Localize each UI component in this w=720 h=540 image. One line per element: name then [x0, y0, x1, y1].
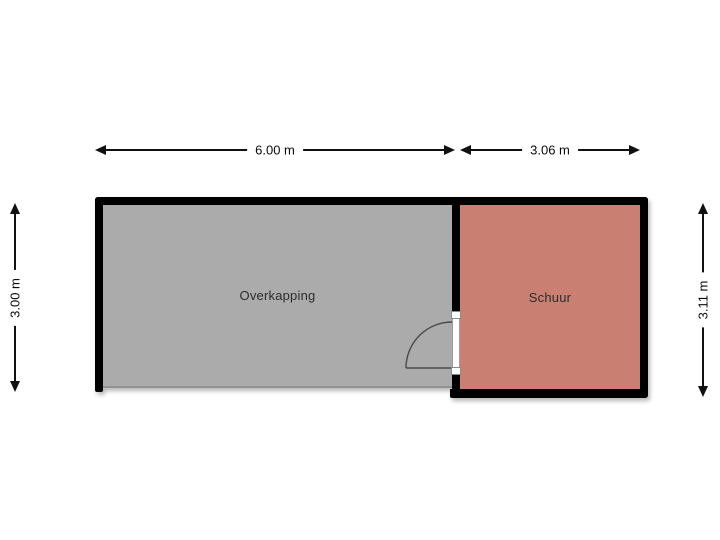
room-label-schuur: Schuur: [528, 289, 572, 305]
arrowhead-right-icon: [629, 145, 640, 155]
door-symbol-icon: [405, 321, 453, 369]
dimension-label: 3.06 m: [522, 140, 578, 160]
arrowhead-down-icon: [10, 381, 20, 392]
room-schuur: Schuur: [460, 205, 640, 389]
door-jamb-bottom: [451, 367, 461, 375]
wall-bottom-schuur: [450, 389, 648, 398]
arrowhead-left-icon: [460, 145, 471, 155]
arrowhead-up-icon: [698, 203, 708, 214]
dimension-label: 6.00 m: [247, 140, 303, 160]
door-arc: [405, 321, 453, 369]
wall-right: [640, 197, 648, 398]
arrowhead-right-icon: [444, 145, 455, 155]
dimension-overkapping-height: 3.00 m: [5, 203, 25, 392]
dimension-schuur-height: 3.11 m: [693, 203, 713, 397]
wall-top: [95, 197, 648, 205]
door-opening: [452, 311, 460, 375]
wall-divider: [452, 205, 460, 398]
door-jamb-top: [451, 311, 461, 319]
wall-left: [95, 197, 103, 392]
room-label-overkapping: Overkapping: [239, 288, 316, 303]
dimension-overkapping-width: 6.00 m: [95, 140, 455, 160]
arrowhead-down-icon: [698, 386, 708, 397]
dimension-schuur-width: 3.06 m: [460, 140, 640, 160]
arrowhead-up-icon: [10, 203, 20, 214]
room-overkapping: Overkapping: [103, 205, 452, 388]
arrowhead-left-icon: [95, 145, 106, 155]
